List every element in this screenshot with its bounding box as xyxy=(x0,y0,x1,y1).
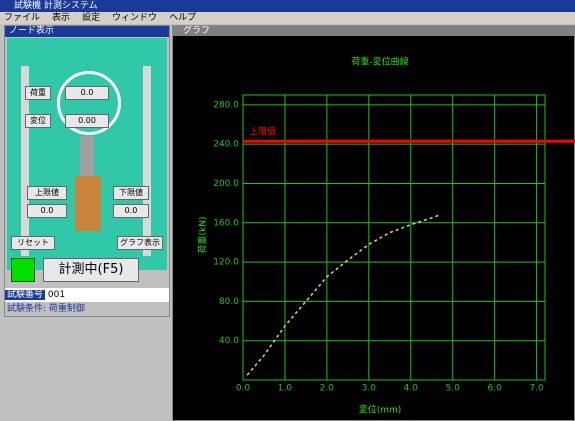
y-tick-label: 240.0 xyxy=(213,140,239,150)
x-tick-label: 6.0 xyxy=(488,384,503,394)
y-tick-label: 120.0 xyxy=(213,258,239,268)
menu-item[interactable]: 設定 xyxy=(82,13,101,23)
y-tick-label: 40.0 xyxy=(219,336,239,346)
button[interactable]: リセット xyxy=(11,236,55,250)
y-axis-label: 荷重(kN) xyxy=(197,217,209,254)
status-lamp xyxy=(11,258,35,282)
y-tick-label: 280.0 xyxy=(213,100,239,110)
menu-item[interactable]: ファイル xyxy=(4,13,41,23)
piston xyxy=(80,136,94,176)
button[interactable]: グラフ表示 xyxy=(117,236,163,250)
x-axis-label: 変位(mm) xyxy=(359,404,402,416)
footer: 試験条件: 荷重制御 xyxy=(7,304,85,314)
chart-title: 荷重-変位曲線 xyxy=(351,56,408,68)
label: 変位 xyxy=(25,114,51,128)
y-tick-label: 80.0 xyxy=(219,297,239,307)
x-tick-label: 1.0 xyxy=(278,384,293,394)
x-tick-label: 5.0 xyxy=(446,384,461,394)
status-row: 試験番号 001 xyxy=(5,288,169,302)
value: 0.0 xyxy=(65,86,109,100)
x-tick-label: 7.0 xyxy=(529,384,544,394)
threshold-label: 上限値 xyxy=(249,126,276,138)
column xyxy=(21,66,29,256)
left-panel: ノード表示 荷重 0.0 変位 0.00 上限値 下限値 0.0 0.0 リセッ… xyxy=(4,25,170,317)
window-title: 試験機 計測システム xyxy=(14,1,98,11)
title-bar: 試験機 計測システム xyxy=(0,0,575,12)
plot-area xyxy=(242,94,546,381)
status-label: 試験番号 xyxy=(5,290,46,300)
menu-item[interactable]: 表示 xyxy=(52,13,71,23)
value: 0.0 xyxy=(113,204,149,218)
load-ring xyxy=(57,71,121,135)
y-tick-label: 200.0 xyxy=(213,179,239,189)
specimen xyxy=(75,176,101,231)
x-tick-label: 3.0 xyxy=(362,384,377,394)
menu-item[interactable]: ウィンドウ xyxy=(112,13,158,23)
label: 荷重 xyxy=(25,86,51,100)
label: 下限値 xyxy=(113,186,149,200)
status-value: 001 xyxy=(47,290,66,300)
label: 上限値 xyxy=(27,186,67,200)
y-tick-label: 160.0 xyxy=(213,218,239,228)
value: 0.00 xyxy=(65,114,109,128)
panel-title: ノード表示 xyxy=(5,26,169,37)
x-tick-label: 0.0 xyxy=(236,384,251,394)
value: 0.0 xyxy=(27,204,67,218)
main-button[interactable]: 計測中(F5) xyxy=(43,258,139,282)
column xyxy=(143,66,151,256)
menu-bar: ファイル 表示 設定 ウィンドウ ヘルプ xyxy=(0,12,575,24)
menu-item[interactable]: ヘルプ xyxy=(169,13,197,23)
x-tick-label: 2.0 xyxy=(320,384,335,394)
data-line xyxy=(246,214,441,376)
panel-title: グラフ xyxy=(173,26,574,36)
x-tick-label: 4.0 xyxy=(404,384,419,394)
